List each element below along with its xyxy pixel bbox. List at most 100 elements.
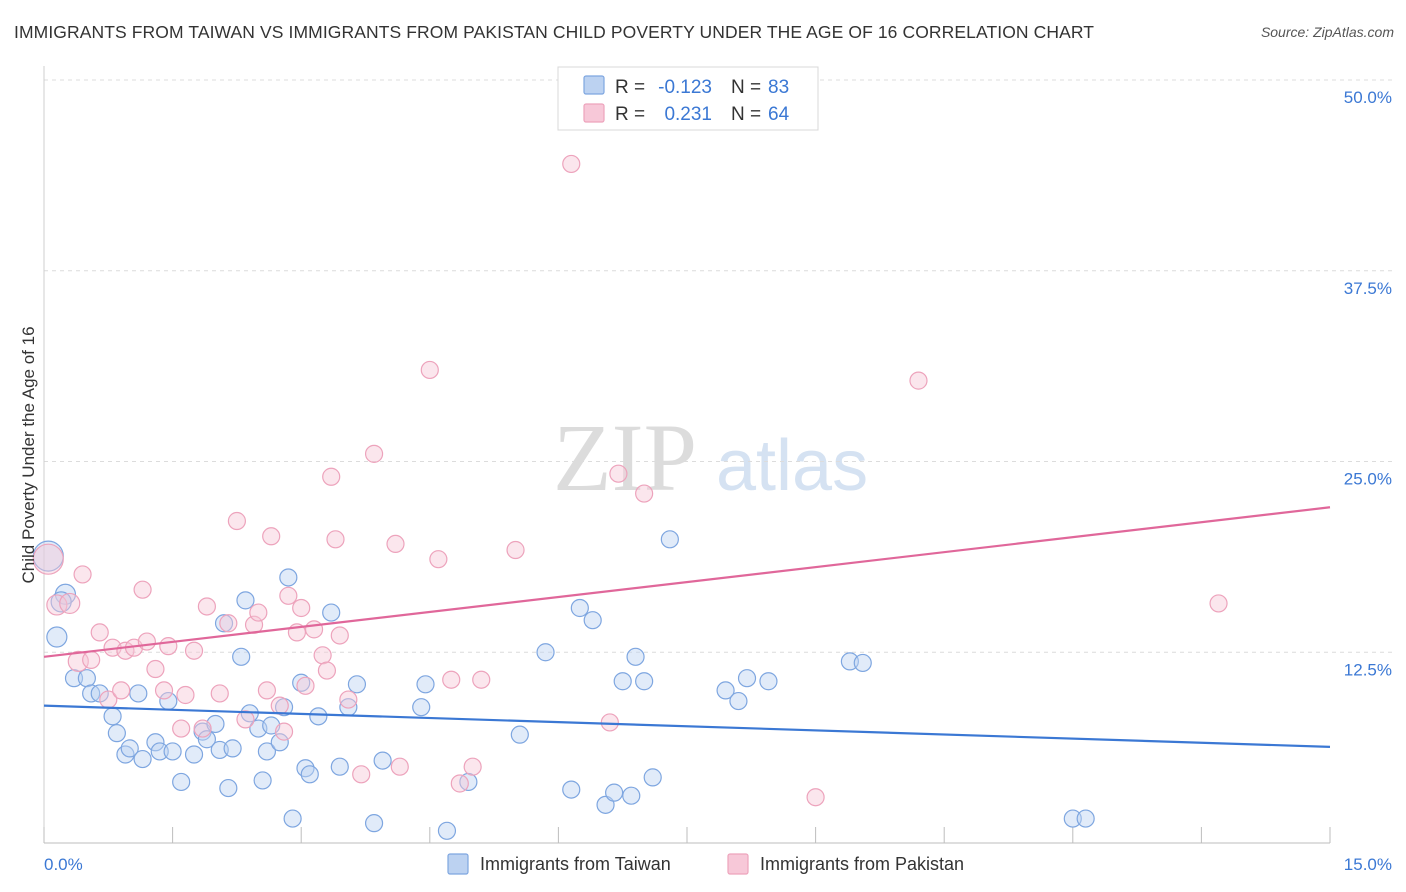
- point-0-64: [660, 530, 679, 549]
- grid-lines: [44, 79, 1392, 653]
- x-tick-label-0: 0.0%: [44, 855, 83, 874]
- legend-n-label-pakistan: N =: [731, 104, 761, 125]
- point-0-67: [737, 669, 757, 688]
- point-0-34: [270, 733, 289, 752]
- point-1-12: [133, 580, 152, 599]
- y-tick-label-0: 12.5%: [1344, 660, 1392, 679]
- point-0-28: [236, 591, 255, 610]
- point-0-55: [570, 598, 589, 618]
- point-1-56: [609, 464, 628, 483]
- point-1-49: [442, 670, 461, 689]
- point-0-4: [64, 669, 84, 688]
- trend-line-1: [43, 506, 1331, 658]
- point-1-19: [184, 641, 204, 660]
- point-1-57: [635, 484, 654, 503]
- point-0-63: [643, 768, 662, 787]
- point-1-0: [32, 543, 64, 575]
- point-0-43: [330, 757, 349, 776]
- point-1-14: [146, 659, 165, 679]
- point-0-27: [232, 647, 251, 666]
- point-0-11: [120, 739, 139, 758]
- point-1-13: [137, 632, 156, 651]
- point-1-34: [292, 598, 311, 618]
- point-1-6: [90, 623, 109, 642]
- point-1-29: [262, 527, 281, 546]
- point-0-45: [347, 675, 367, 694]
- point-0-31: [253, 771, 272, 790]
- point-1-40: [326, 530, 345, 549]
- point-0-25: [219, 778, 238, 798]
- point-0-72: [1076, 809, 1095, 828]
- point-0-53: [536, 643, 555, 662]
- point-1-46: [390, 757, 409, 776]
- y-tick-label-2: 37.5%: [1344, 279, 1392, 298]
- point-1-30: [270, 696, 289, 715]
- point-1-21: [197, 597, 216, 616]
- legend-swatch-pakistan: [583, 103, 605, 123]
- legend-r-label-pakistan: R =: [615, 104, 645, 125]
- y-axis-label: Child Poverty Under the Age of 16: [19, 326, 38, 583]
- legend-r-value-taiwan: -0.123: [658, 77, 712, 98]
- point-0-61: [626, 647, 645, 666]
- legend-n-value-pakistan: 64: [768, 104, 790, 125]
- legend-swatch-taiwan: [583, 75, 605, 95]
- point-1-24: [227, 511, 246, 531]
- point-0-54: [562, 780, 581, 799]
- point-0-62: [635, 672, 654, 691]
- point-0-49: [416, 675, 435, 694]
- point-0-52: [510, 725, 529, 744]
- point-0-5: [77, 669, 96, 688]
- point-1-37: [313, 646, 332, 665]
- point-1-45: [386, 534, 405, 554]
- point-0-18: [172, 772, 191, 792]
- point-0-1: [46, 626, 68, 648]
- point-1-9: [112, 681, 131, 700]
- point-1-23: [219, 614, 238, 633]
- point-1-5: [82, 650, 101, 669]
- point-1-50: [450, 774, 469, 793]
- chart-title: IMMIGRANTS FROM TAIWAN VS IMMIGRANTS FRO…: [14, 22, 1095, 42]
- axes: [43, 66, 1331, 844]
- point-1-54: [562, 154, 581, 174]
- stats-legend: R = -0.123 N = 83 R = 0.231 N = 64: [557, 66, 819, 131]
- point-1-4: [73, 565, 92, 584]
- point-1-48: [429, 550, 448, 569]
- series-legend: Immigrants from Taiwan Immigrants from P…: [447, 853, 964, 875]
- point-0-8: [103, 707, 122, 726]
- series-legend-swatch-pakistan: [727, 853, 749, 875]
- watermark-zip: ZIP: [553, 404, 697, 511]
- point-1-31: [274, 722, 294, 741]
- point-1-25: [236, 710, 255, 729]
- point-0-37: [283, 809, 302, 828]
- point-1-58: [806, 788, 825, 807]
- point-1-27: [249, 603, 268, 622]
- point-0-12: [129, 684, 148, 703]
- y-tick-label-1: 25.0%: [1344, 470, 1392, 489]
- x-tick-label-1: 15.0%: [1344, 855, 1392, 874]
- point-1-17: [172, 719, 191, 738]
- point-0-46: [364, 814, 384, 833]
- tick-labels: 12.5% 25.0% 37.5% 50.0% 0.0% 15.0%: [44, 88, 1392, 874]
- point-0-50: [437, 821, 457, 840]
- series-0: [32, 530, 1095, 840]
- point-1-53: [506, 540, 525, 560]
- point-0-59: [613, 672, 632, 691]
- legend-r-value-pakistan: 0.231: [664, 104, 712, 125]
- point-1-51: [463, 757, 482, 776]
- point-1-16: [159, 637, 178, 656]
- point-0-26: [223, 739, 242, 758]
- point-1-41: [330, 626, 349, 645]
- point-0-70: [853, 653, 872, 673]
- point-0-36: [279, 568, 298, 587]
- point-1-36: [304, 620, 324, 639]
- data-points: [32, 154, 1228, 840]
- point-1-35: [296, 676, 315, 695]
- point-1-55: [600, 713, 619, 732]
- trend-line-0: [43, 704, 1331, 748]
- point-1-52: [472, 670, 491, 689]
- point-1-15: [154, 681, 174, 700]
- chart-source: Source: ZipAtlas.com: [1260, 24, 1394, 40]
- series-legend-swatch-taiwan: [447, 853, 469, 875]
- point-0-32: [257, 742, 277, 761]
